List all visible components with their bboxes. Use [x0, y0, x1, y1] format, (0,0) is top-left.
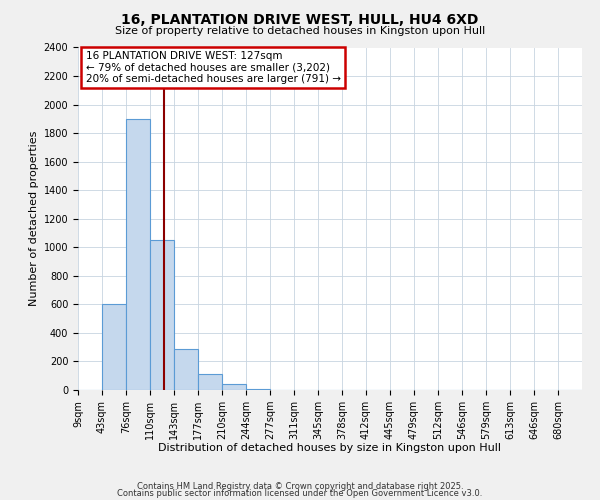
- Y-axis label: Number of detached properties: Number of detached properties: [29, 131, 40, 306]
- Bar: [246, 388, 270, 390]
- Text: 16 PLANTATION DRIVE WEST: 127sqm
← 79% of detached houses are smaller (3,202)
20: 16 PLANTATION DRIVE WEST: 127sqm ← 79% o…: [86, 51, 341, 84]
- Text: Contains public sector information licensed under the Open Government Licence v3: Contains public sector information licen…: [118, 490, 482, 498]
- Text: Contains HM Land Registry data © Crown copyright and database right 2025.: Contains HM Land Registry data © Crown c…: [137, 482, 463, 491]
- Bar: [174, 348, 198, 390]
- Bar: [222, 384, 246, 390]
- Bar: [102, 304, 126, 390]
- Text: 16, PLANTATION DRIVE WEST, HULL, HU4 6XD: 16, PLANTATION DRIVE WEST, HULL, HU4 6XD: [121, 12, 479, 26]
- Bar: [150, 240, 174, 390]
- Bar: [198, 374, 222, 390]
- Text: Size of property relative to detached houses in Kingston upon Hull: Size of property relative to detached ho…: [115, 26, 485, 36]
- Bar: [126, 119, 150, 390]
- X-axis label: Distribution of detached houses by size in Kingston upon Hull: Distribution of detached houses by size …: [158, 444, 502, 454]
